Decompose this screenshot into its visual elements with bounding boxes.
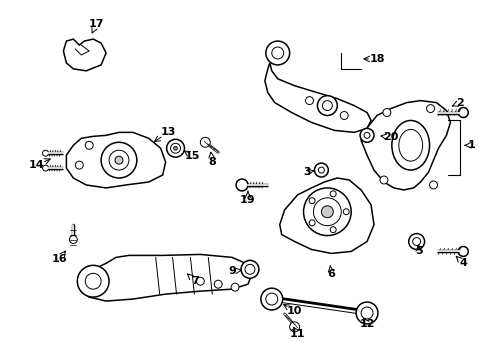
Circle shape [427,105,435,113]
Circle shape [343,209,349,215]
Circle shape [364,132,370,138]
Circle shape [430,181,438,189]
Circle shape [43,165,49,171]
Polygon shape [79,255,252,301]
Ellipse shape [399,129,422,161]
Circle shape [318,167,324,173]
Circle shape [458,108,468,117]
Circle shape [360,129,374,142]
Circle shape [101,142,137,178]
Circle shape [315,163,328,177]
Ellipse shape [392,121,430,170]
Text: 3: 3 [304,167,311,177]
Text: 9: 9 [228,266,236,276]
Polygon shape [361,100,450,190]
Text: 17: 17 [88,19,104,29]
Text: 11: 11 [290,329,305,339]
Circle shape [200,137,210,147]
Text: 18: 18 [369,54,385,64]
Circle shape [409,234,425,249]
Text: 8: 8 [208,157,216,167]
Circle shape [173,146,177,150]
Circle shape [322,100,332,111]
Circle shape [383,109,391,117]
Text: 5: 5 [415,247,422,256]
Circle shape [309,220,315,226]
Polygon shape [265,63,371,132]
Circle shape [356,302,378,324]
Circle shape [306,96,314,105]
Circle shape [261,288,283,310]
Text: 6: 6 [327,269,335,279]
Circle shape [236,179,248,191]
Text: 7: 7 [192,276,199,286]
Text: 16: 16 [51,255,67,264]
Text: 20: 20 [383,132,398,142]
Circle shape [330,191,336,197]
Polygon shape [66,132,166,188]
Circle shape [43,150,49,156]
Circle shape [85,141,93,149]
Circle shape [380,176,388,184]
Circle shape [75,161,83,169]
Circle shape [85,273,101,289]
Circle shape [413,238,420,246]
Circle shape [109,150,129,170]
Circle shape [266,293,278,305]
Circle shape [361,307,373,319]
Circle shape [458,247,468,256]
Circle shape [314,198,341,226]
Circle shape [330,227,336,233]
Text: 12: 12 [359,319,375,329]
Circle shape [167,139,184,157]
Circle shape [321,206,333,218]
Circle shape [245,264,255,274]
Text: 1: 1 [467,140,475,150]
Circle shape [309,198,315,204]
Circle shape [231,283,239,291]
Circle shape [290,322,299,332]
Circle shape [272,47,284,59]
Circle shape [115,156,123,164]
Polygon shape [280,178,374,253]
Circle shape [214,280,222,288]
Text: 2: 2 [457,98,464,108]
Text: 10: 10 [287,306,302,316]
Polygon shape [63,39,106,71]
Circle shape [303,188,351,235]
Circle shape [196,277,204,285]
Text: 14: 14 [29,160,45,170]
Circle shape [241,260,259,278]
Text: 13: 13 [161,127,176,138]
Circle shape [266,41,290,65]
Text: 4: 4 [459,258,467,268]
Circle shape [318,96,337,116]
Text: 19: 19 [240,195,256,205]
Circle shape [171,143,180,153]
Circle shape [70,235,77,243]
Text: 15: 15 [185,151,200,161]
Circle shape [340,112,348,120]
Circle shape [77,265,109,297]
